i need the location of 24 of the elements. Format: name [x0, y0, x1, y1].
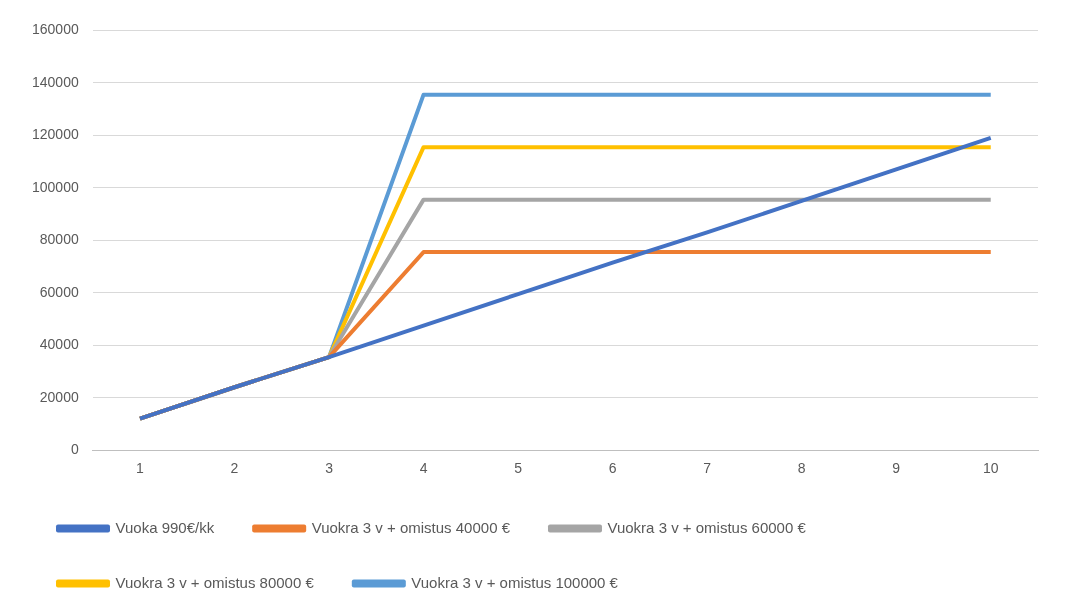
y-tick-label: 100000 — [32, 178, 79, 195]
y-tick-label: 0 — [70, 441, 79, 458]
legend-label: Vuokra 3 v + omistus 40000 € — [311, 518, 511, 536]
y-tick-label: 80000 — [39, 231, 79, 248]
x-tick-label: 6 — [608, 460, 617, 477]
legend-label: Vuoka 990€/kk — [115, 518, 215, 536]
y-tick-label: 20000 — [39, 388, 79, 405]
legend-label: Vuokra 3 v + omistus 100000 € — [411, 573, 619, 591]
y-tick-label: 40000 — [39, 336, 79, 353]
y-tick-label: 60000 — [39, 283, 79, 300]
x-tick-label: 9 — [892, 460, 901, 477]
y-tick-label: 160000 — [32, 21, 79, 38]
legend-label: Vuokra 3 v + omistus 60000 € — [607, 518, 807, 536]
x-tick-label: 1 — [136, 460, 145, 477]
y-tick-label: 120000 — [32, 126, 79, 143]
legend-label: Vuokra 3 v + omistus 80000 € — [115, 573, 315, 591]
x-tick-label: 2 — [230, 460, 239, 477]
y-tick-label: 140000 — [32, 73, 79, 90]
x-tick-label: 7 — [703, 460, 712, 477]
x-tick-label: 4 — [419, 460, 428, 477]
x-tick-label: 3 — [325, 460, 334, 477]
x-tick-label: 8 — [797, 460, 806, 477]
x-tick-label: 10 — [982, 460, 999, 477]
x-tick-label: 5 — [514, 460, 523, 477]
